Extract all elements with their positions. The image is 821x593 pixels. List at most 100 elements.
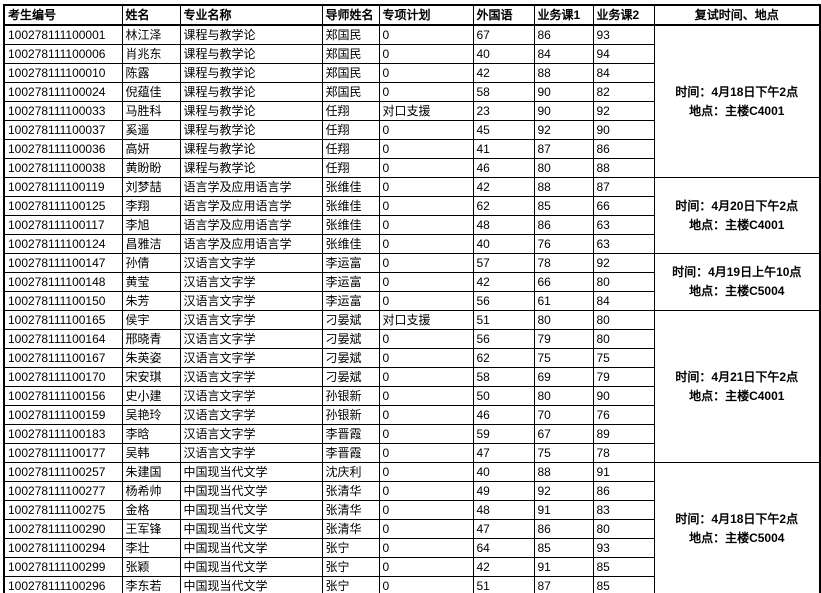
schedule-place: 地点：主楼C4001 xyxy=(689,217,785,232)
header-name: 姓名 xyxy=(121,4,181,26)
cell-id: 100278111100177 xyxy=(3,443,123,463)
cell-major: 中国现当代文学 xyxy=(179,538,323,558)
cell-id: 100278111100117 xyxy=(3,215,123,235)
table-row: 100278111100170 宋安琪 汉语言文字学 刁晏斌 0 58 69 79 xyxy=(3,367,820,387)
cell-major: 语言学及应用语言学 xyxy=(179,196,323,216)
schedule-place: 地点：主楼C4001 xyxy=(689,388,785,403)
cell-major: 汉语言文字学 xyxy=(179,291,323,311)
cell-name: 陈露 xyxy=(121,63,181,83)
cell-course1: 85 xyxy=(533,196,594,216)
cell-foreign-lang: 47 xyxy=(472,519,535,539)
cell-course1: 88 xyxy=(533,462,594,482)
cell-major: 汉语言文字学 xyxy=(179,405,323,425)
cell-special: 0 xyxy=(378,519,474,539)
table-row: 100278111100159 吴艳玲 汉语言文字学 孙银新 0 46 70 76 xyxy=(3,405,820,425)
cell-course2: 82 xyxy=(592,82,655,102)
cell-foreign-lang: 50 xyxy=(472,386,535,406)
cell-course2: 80 xyxy=(592,272,655,292)
schedule-cell: 时间：4月18日下午2点 地点：主楼C4001 xyxy=(653,24,821,178)
table-row: 100278111100164 邢晓青 汉语言文字学 刁晏斌 0 56 79 80 xyxy=(3,329,820,349)
cell-foreign-lang: 59 xyxy=(472,424,535,444)
cell-course2: 88 xyxy=(592,158,655,178)
cell-foreign-lang: 41 xyxy=(472,139,535,159)
cell-foreign-lang: 47 xyxy=(472,443,535,463)
cell-advisor: 张维佳 xyxy=(321,215,380,235)
cell-special: 0 xyxy=(378,139,474,159)
cell-id: 100278111100038 xyxy=(3,158,123,178)
cell-id: 100278111100033 xyxy=(3,101,123,121)
header-special-plan: 专项计划 xyxy=(378,4,474,26)
cell-id: 100278111100277 xyxy=(3,481,123,501)
cell-major: 汉语言文字学 xyxy=(179,367,323,387)
cell-course2: 63 xyxy=(592,234,655,254)
schedule-cell: 时间：4月18日下午2点 地点：主楼C5004 xyxy=(653,462,821,593)
cell-course1: 67 xyxy=(533,424,594,444)
cell-course1: 88 xyxy=(533,177,594,197)
cell-id: 100278111100037 xyxy=(3,120,123,140)
cell-course1: 78 xyxy=(533,253,594,273)
cell-advisor: 李晋霞 xyxy=(321,424,380,444)
cell-name: 孙倩 xyxy=(121,253,181,273)
cell-foreign-lang: 42 xyxy=(472,63,535,83)
cell-course2: 85 xyxy=(592,576,655,593)
cell-course2: 75 xyxy=(592,348,655,368)
cell-foreign-lang: 51 xyxy=(472,310,535,330)
cell-course1: 80 xyxy=(533,158,594,178)
cell-course2: 84 xyxy=(592,63,655,83)
cell-course2: 63 xyxy=(592,215,655,235)
cell-special: 0 xyxy=(378,63,474,83)
cell-foreign-lang: 62 xyxy=(472,348,535,368)
cell-course2: 80 xyxy=(592,519,655,539)
cell-advisor: 李晋霞 xyxy=(321,443,380,463)
cell-name: 吴韩 xyxy=(121,443,181,463)
cell-name: 王军锋 xyxy=(121,519,181,539)
cell-course2: 92 xyxy=(592,253,655,273)
table-row: 100278111100296 李东若 中国现当代文学 张宁 0 51 87 85 xyxy=(3,576,820,593)
cell-major: 汉语言文字学 xyxy=(179,386,323,406)
cell-special: 0 xyxy=(378,177,474,197)
cell-foreign-lang: 56 xyxy=(472,329,535,349)
header-foreign-language: 外国语 xyxy=(472,4,535,26)
table-row: 100278111100147 孙倩 汉语言文字学 李运富 0 57 78 92 时间：4月19… xyxy=(3,253,821,311)
header-retest-schedule: 复试时间、地点 xyxy=(653,4,821,26)
table-row: 100278111100038 黄盼盼 课程与教学论 任翔 0 46 80 88 xyxy=(3,158,820,178)
cell-course2: 91 xyxy=(592,462,655,482)
cell-id: 100278111100296 xyxy=(3,576,123,593)
cell-course2: 80 xyxy=(592,310,655,330)
cell-foreign-lang: 58 xyxy=(472,367,535,387)
cell-advisor: 张宁 xyxy=(321,576,380,593)
cell-course1: 76 xyxy=(533,234,594,254)
cell-special: 0 xyxy=(378,386,474,406)
cell-special: 0 xyxy=(378,576,474,593)
cell-advisor: 郑国民 xyxy=(321,63,380,83)
schedule-time: 时间：4月18日下午2点 xyxy=(675,84,799,99)
cell-special: 0 xyxy=(378,462,474,482)
cell-special: 0 xyxy=(378,120,474,140)
cell-id: 100278111100010 xyxy=(3,63,123,83)
cell-name: 杨希帅 xyxy=(121,481,181,501)
cell-special: 0 xyxy=(378,44,474,64)
cell-course2: 89 xyxy=(592,424,655,444)
cell-advisor: 张维佳 xyxy=(321,177,380,197)
cell-foreign-lang: 23 xyxy=(472,101,535,121)
cell-id: 100278111100036 xyxy=(3,139,123,159)
cell-foreign-lang: 46 xyxy=(472,405,535,425)
cell-name: 林江泽 xyxy=(121,24,181,45)
cell-advisor: 刁晏斌 xyxy=(321,310,380,330)
schedule-cell: 时间：4月20日下午2点 地点：主楼C4001 xyxy=(653,177,821,254)
cell-major: 语言学及应用语言学 xyxy=(179,215,323,235)
cell-course2: 94 xyxy=(592,44,655,64)
cell-foreign-lang: 51 xyxy=(472,576,535,593)
header-row: 考生编号 姓名 专业名称 导师姓名 专项计划 外国语 业务课1 业务课2 复试时… xyxy=(3,4,821,26)
cell-special: 0 xyxy=(378,82,474,102)
cell-foreign-lang: 48 xyxy=(472,215,535,235)
cell-major: 汉语言文字学 xyxy=(179,348,323,368)
exam-results-table: 考生编号 姓名 专业名称 导师姓名 专项计划 外国语 业务课1 业务课2 复试时… xyxy=(3,4,821,593)
cell-course1: 75 xyxy=(533,443,594,463)
table-row: 100278111100119 刘梦喆 语言学及应用语言学 张维佳 0 42 88 87 时间：… xyxy=(3,177,821,254)
cell-advisor: 刁晏斌 xyxy=(321,348,380,368)
cell-major: 汉语言文字学 xyxy=(179,424,323,444)
cell-special: 0 xyxy=(378,443,474,463)
cell-id: 100278111100001 xyxy=(3,24,123,45)
cell-major: 课程与教学论 xyxy=(179,82,323,102)
